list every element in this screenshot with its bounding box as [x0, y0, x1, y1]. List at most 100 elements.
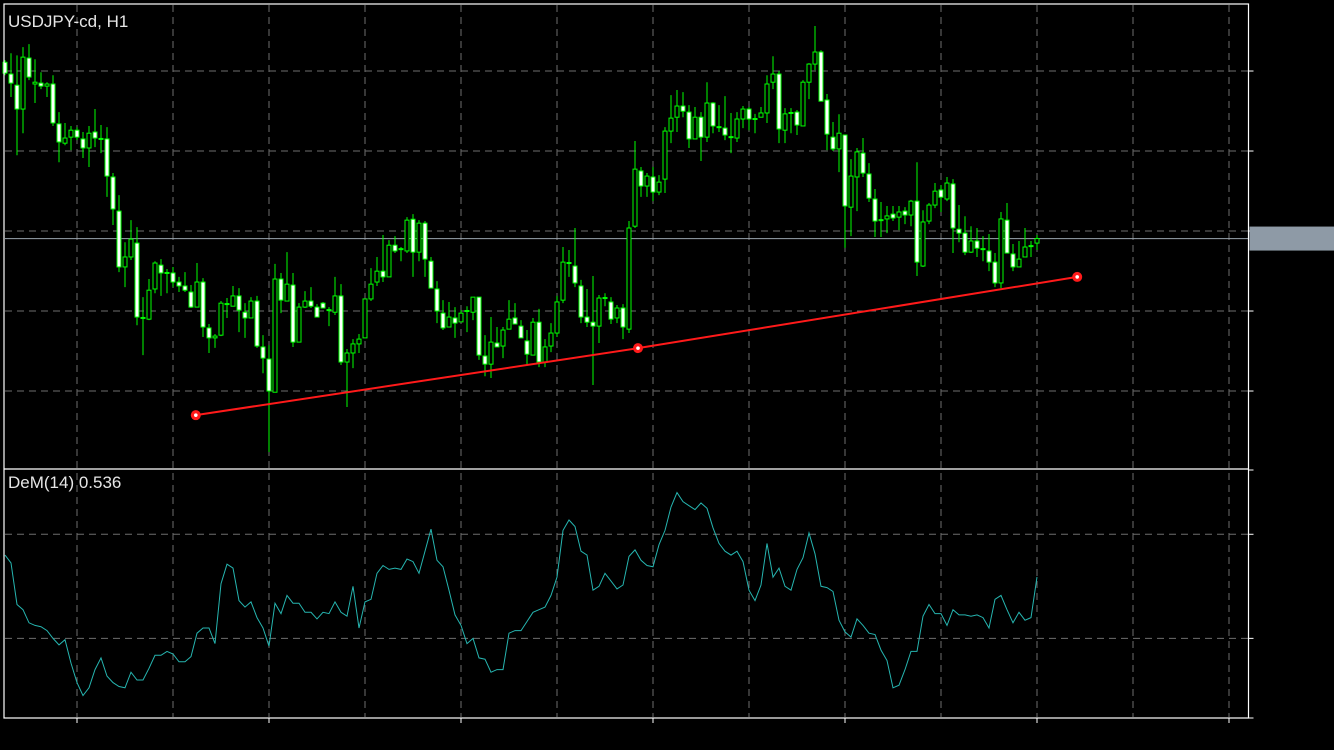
candle [218, 301, 224, 337]
candle-body [284, 283, 290, 302]
candle-body [890, 213, 896, 219]
candles [2, 26, 1040, 452]
candle-body [626, 227, 632, 330]
candle [806, 63, 812, 100]
candle [596, 295, 602, 344]
candle-body [932, 190, 938, 206]
candle [32, 59, 38, 104]
candle [416, 220, 422, 262]
candle-body [842, 134, 848, 207]
candle [800, 80, 806, 127]
candle [140, 297, 146, 356]
candle-body [968, 240, 974, 253]
candle [776, 71, 782, 144]
candle [506, 300, 512, 330]
candle-body [416, 222, 422, 253]
candle-body [482, 355, 488, 365]
candle [752, 113, 758, 134]
candle-body [338, 295, 344, 363]
candle-body [518, 325, 524, 339]
candle [410, 214, 416, 277]
candle-body [740, 108, 746, 120]
candle-body [512, 317, 518, 325]
candle-body [194, 281, 200, 308]
candle [932, 183, 938, 209]
candle [974, 228, 980, 257]
candle-body [794, 111, 800, 126]
candle-body [734, 118, 740, 139]
candle [830, 122, 836, 152]
candle [20, 47, 26, 134]
candle-body [134, 242, 140, 318]
candle [308, 287, 314, 308]
candle [380, 234, 386, 283]
candle [620, 304, 626, 340]
grid [5, 5, 1249, 717]
candle [170, 266, 176, 288]
candle [200, 278, 206, 337]
candle-body [902, 210, 908, 216]
candle-body [944, 182, 950, 200]
candle [62, 122, 68, 146]
candle-body [614, 307, 620, 319]
candle-body [1034, 238, 1040, 244]
candle-body [188, 291, 194, 308]
candle-body [806, 63, 812, 83]
candle [938, 185, 944, 212]
candle-body [584, 316, 590, 323]
candle [116, 195, 122, 273]
dem-title: DeM(14) 0.536 [8, 473, 121, 492]
trendline[interactable] [190, 271, 1083, 421]
candle-body [92, 131, 98, 139]
candle-body [260, 346, 266, 359]
candle [266, 345, 272, 452]
candle-body [56, 123, 62, 143]
candle [758, 106, 764, 118]
candle [638, 167, 644, 197]
candle-body [1016, 258, 1022, 268]
candle-body [650, 176, 656, 193]
candle-body [254, 300, 260, 347]
candle [566, 250, 572, 277]
candle-body [572, 265, 578, 284]
candle-body [770, 73, 776, 83]
candle-body [290, 284, 296, 343]
candle-body [914, 200, 920, 263]
candle [344, 349, 350, 408]
candle-body [920, 221, 926, 267]
candle [632, 141, 638, 228]
candle-body [68, 129, 74, 138]
candle [110, 173, 116, 225]
candle-body [266, 358, 272, 392]
candle [2, 60, 8, 76]
candle-body [1010, 253, 1016, 268]
candle-body [50, 83, 56, 124]
candle [464, 306, 470, 333]
candle-body [866, 173, 872, 199]
candle-body [122, 256, 128, 268]
candle-body [830, 136, 836, 150]
candle [1034, 234, 1040, 251]
candle [962, 216, 968, 256]
candle [374, 256, 380, 286]
candle [212, 333, 218, 348]
candle [8, 53, 14, 97]
candle [584, 288, 590, 328]
candle [560, 247, 566, 304]
candle-body [800, 81, 806, 127]
candle [896, 205, 902, 231]
candle [698, 112, 704, 161]
candle-body [578, 285, 584, 318]
candle-body [560, 261, 566, 301]
candle-body [644, 175, 650, 187]
candle-body [836, 132, 842, 150]
candle [362, 298, 368, 339]
candle [710, 102, 716, 134]
candle [128, 220, 134, 260]
candle-body [434, 288, 440, 312]
candle [812, 26, 818, 71]
candle-body [146, 289, 152, 320]
candle-body [320, 302, 326, 309]
candle-body [590, 321, 596, 327]
